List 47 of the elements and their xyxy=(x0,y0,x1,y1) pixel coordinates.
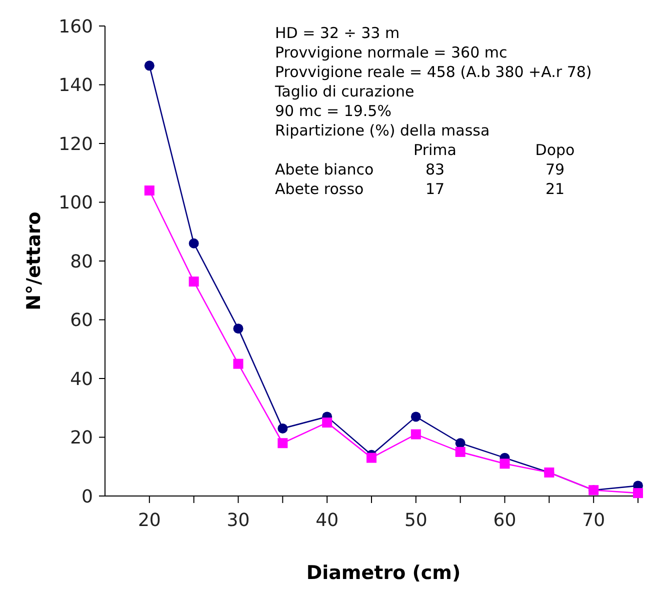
point xyxy=(410,429,421,440)
y-tick-label: 60 xyxy=(70,310,93,332)
x-axis-title: Diametro (cm) xyxy=(306,562,461,584)
point xyxy=(233,324,244,334)
x-tick-label: 50 xyxy=(404,510,428,531)
point xyxy=(322,418,332,428)
y-tick-label: 140 xyxy=(58,75,93,96)
point xyxy=(144,186,154,196)
annotation: HD = 32 ÷ 33 m xyxy=(275,24,400,42)
point xyxy=(410,412,421,422)
annotation: Ripartizione (%) della massa xyxy=(275,122,490,140)
y-tick-label: 40 xyxy=(70,368,93,390)
annotation: 79 xyxy=(545,160,565,178)
point xyxy=(633,488,643,498)
annotation: Abete rosso xyxy=(275,180,364,198)
y-tick-label: 160 xyxy=(58,16,93,38)
y-tick-label: 100 xyxy=(58,192,93,214)
point xyxy=(500,458,510,469)
y-tick-label: 80 xyxy=(70,251,93,272)
y-tick-label: 0 xyxy=(82,486,93,508)
point xyxy=(366,452,376,463)
annotation: 83 xyxy=(425,160,445,178)
point xyxy=(455,446,466,457)
annotation: Prima xyxy=(414,141,456,159)
annotation: Provvigione normale = 360 mc xyxy=(275,44,508,62)
x-tick-label: 20 xyxy=(138,510,161,531)
annotation: 90 mc = 19.5% xyxy=(275,102,392,120)
annotation: 21 xyxy=(545,180,565,198)
annotation: Dopo xyxy=(535,141,575,159)
annotation: 17 xyxy=(425,180,445,198)
x-tick-label: 60 xyxy=(493,510,516,531)
annotation: Abete bianco xyxy=(275,160,374,178)
point xyxy=(188,238,199,248)
point xyxy=(144,60,154,71)
x-tick-label: 40 xyxy=(316,510,339,531)
y-tick-label: 120 xyxy=(58,134,93,155)
point xyxy=(455,438,466,448)
y-tick-label: 20 xyxy=(70,428,93,449)
point xyxy=(278,438,288,448)
annotation: Provvigione reale = 458 (A.b 380 +A.r 78) xyxy=(275,63,592,81)
x-tick-label: 30 xyxy=(226,510,250,531)
x-tick-label: 70 xyxy=(582,510,606,531)
y-axis-title: N°/ettaro xyxy=(23,212,45,310)
point xyxy=(233,358,244,369)
point xyxy=(188,276,199,287)
annotation: Taglio di curazione xyxy=(274,82,414,100)
point xyxy=(278,423,288,434)
